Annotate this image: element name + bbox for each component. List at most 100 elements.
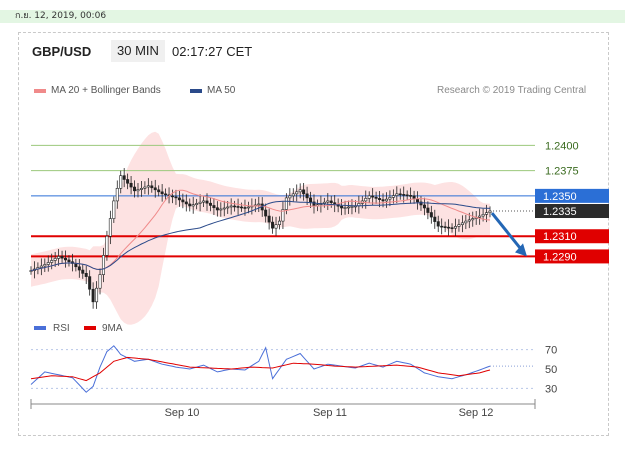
- rsi-tick-label: 30: [545, 383, 557, 395]
- candle-body: [291, 193, 295, 197]
- candle-body: [395, 193, 399, 196]
- candle-body: [284, 197, 288, 210]
- candle-body: [177, 197, 181, 201]
- candle-body: [202, 200, 206, 203]
- candle-body: [164, 193, 168, 196]
- candle-body: [281, 209, 285, 222]
- candle-body: [460, 222, 464, 225]
- candle-body: [309, 197, 313, 203]
- candle-body: [409, 195, 413, 197]
- candle-body: [340, 205, 344, 209]
- level-tag: [535, 249, 609, 264]
- candle-body: [64, 257, 68, 261]
- datetime-bar: ก.ย. 12, 2019, 00:06: [0, 10, 625, 23]
- current-price-label: 1.2335: [543, 206, 577, 218]
- candle-body: [371, 195, 375, 198]
- candle-body: [136, 189, 140, 192]
- candle-body: [436, 221, 440, 227]
- level-tag: [535, 229, 609, 244]
- forecast-arrow-line: [490, 212, 524, 252]
- candle-body: [112, 200, 116, 219]
- candle-body: [81, 269, 85, 274]
- candle-body: [422, 204, 426, 209]
- candle-body: [426, 207, 430, 213]
- candle-body: [271, 221, 275, 229]
- candle-body: [343, 207, 347, 209]
- candle-body: [236, 206, 240, 208]
- candle-body: [384, 198, 388, 202]
- candle-body: [240, 206, 244, 209]
- candle-body: [39, 265, 43, 268]
- candle-body: [219, 208, 223, 211]
- ma50-legend-label: MA 50: [207, 85, 236, 96]
- candle-body: [350, 206, 354, 208]
- candle-body: [205, 200, 209, 204]
- candle-body: [150, 185, 154, 189]
- rsi-line: [30, 345, 491, 393]
- candle-body: [170, 195, 174, 198]
- x-tick-label: Sep 12: [459, 407, 494, 419]
- candle-body: [443, 226, 447, 228]
- candle-body: [122, 175, 126, 180]
- level-label: 1.2310: [543, 231, 577, 243]
- clock-label: 02:17:27 CET: [172, 44, 253, 59]
- candle-body: [60, 256, 64, 259]
- candle-body: [174, 196, 178, 199]
- level-label: 1.2400: [545, 140, 579, 152]
- forecast-arrow-head: [515, 243, 527, 257]
- candle-body: [115, 188, 119, 202]
- candle-body: [188, 203, 192, 207]
- candle-body: [88, 276, 92, 290]
- candle-body: [101, 255, 105, 275]
- candle-body: [181, 199, 185, 203]
- candle-body: [126, 179, 130, 184]
- candle-body: [467, 219, 471, 222]
- candle-body: [129, 182, 133, 188]
- candle-body: [77, 266, 81, 271]
- candle-body: [133, 186, 137, 192]
- candle-body: [453, 226, 457, 229]
- candle-body: [50, 260, 54, 263]
- candle-body: [471, 218, 475, 221]
- candle-body: [388, 197, 392, 200]
- candle-body: [264, 209, 268, 217]
- candle-body: [91, 288, 95, 303]
- candle-body: [195, 203, 199, 206]
- candle-body: [298, 189, 302, 193]
- candle-body: [481, 214, 485, 217]
- ma20-legend-label: MA 20 + Bollinger Bands: [51, 85, 161, 96]
- candle-body: [246, 206, 250, 209]
- ma9-line: [30, 356, 491, 382]
- candle-body: [46, 262, 50, 265]
- candle-body: [105, 235, 109, 256]
- candle-body: [374, 196, 378, 199]
- candle-body: [222, 207, 226, 210]
- ma9-legend-label: 9MA: [102, 323, 123, 334]
- timeframe-badge[interactable]: 30 MIN: [111, 40, 165, 62]
- rsi-legend-label: RSI: [53, 323, 70, 334]
- candle-body: [416, 198, 420, 203]
- bollinger-band-area: [31, 131, 490, 325]
- candle-body: [433, 216, 437, 222]
- candle-body: [391, 195, 395, 198]
- ma50-swatch: [190, 89, 202, 93]
- candle-body: [485, 212, 489, 215]
- candle-body: [233, 205, 237, 208]
- candle-body: [53, 258, 57, 261]
- candle-body: [143, 186, 147, 189]
- candle-body: [398, 193, 402, 196]
- candle-body: [108, 218, 112, 237]
- candle-body: [326, 200, 330, 203]
- candle-body: [381, 199, 385, 202]
- candle-body: [302, 189, 306, 195]
- candle-body: [488, 210, 492, 213]
- candle-body: [329, 200, 333, 203]
- candle-body: [419, 201, 423, 206]
- candle-body: [447, 226, 451, 229]
- candle-body: [208, 202, 212, 206]
- ma9-swatch: [84, 326, 96, 330]
- candle-body: [215, 207, 219, 211]
- candle-body: [98, 274, 102, 289]
- candle-body: [153, 187, 157, 191]
